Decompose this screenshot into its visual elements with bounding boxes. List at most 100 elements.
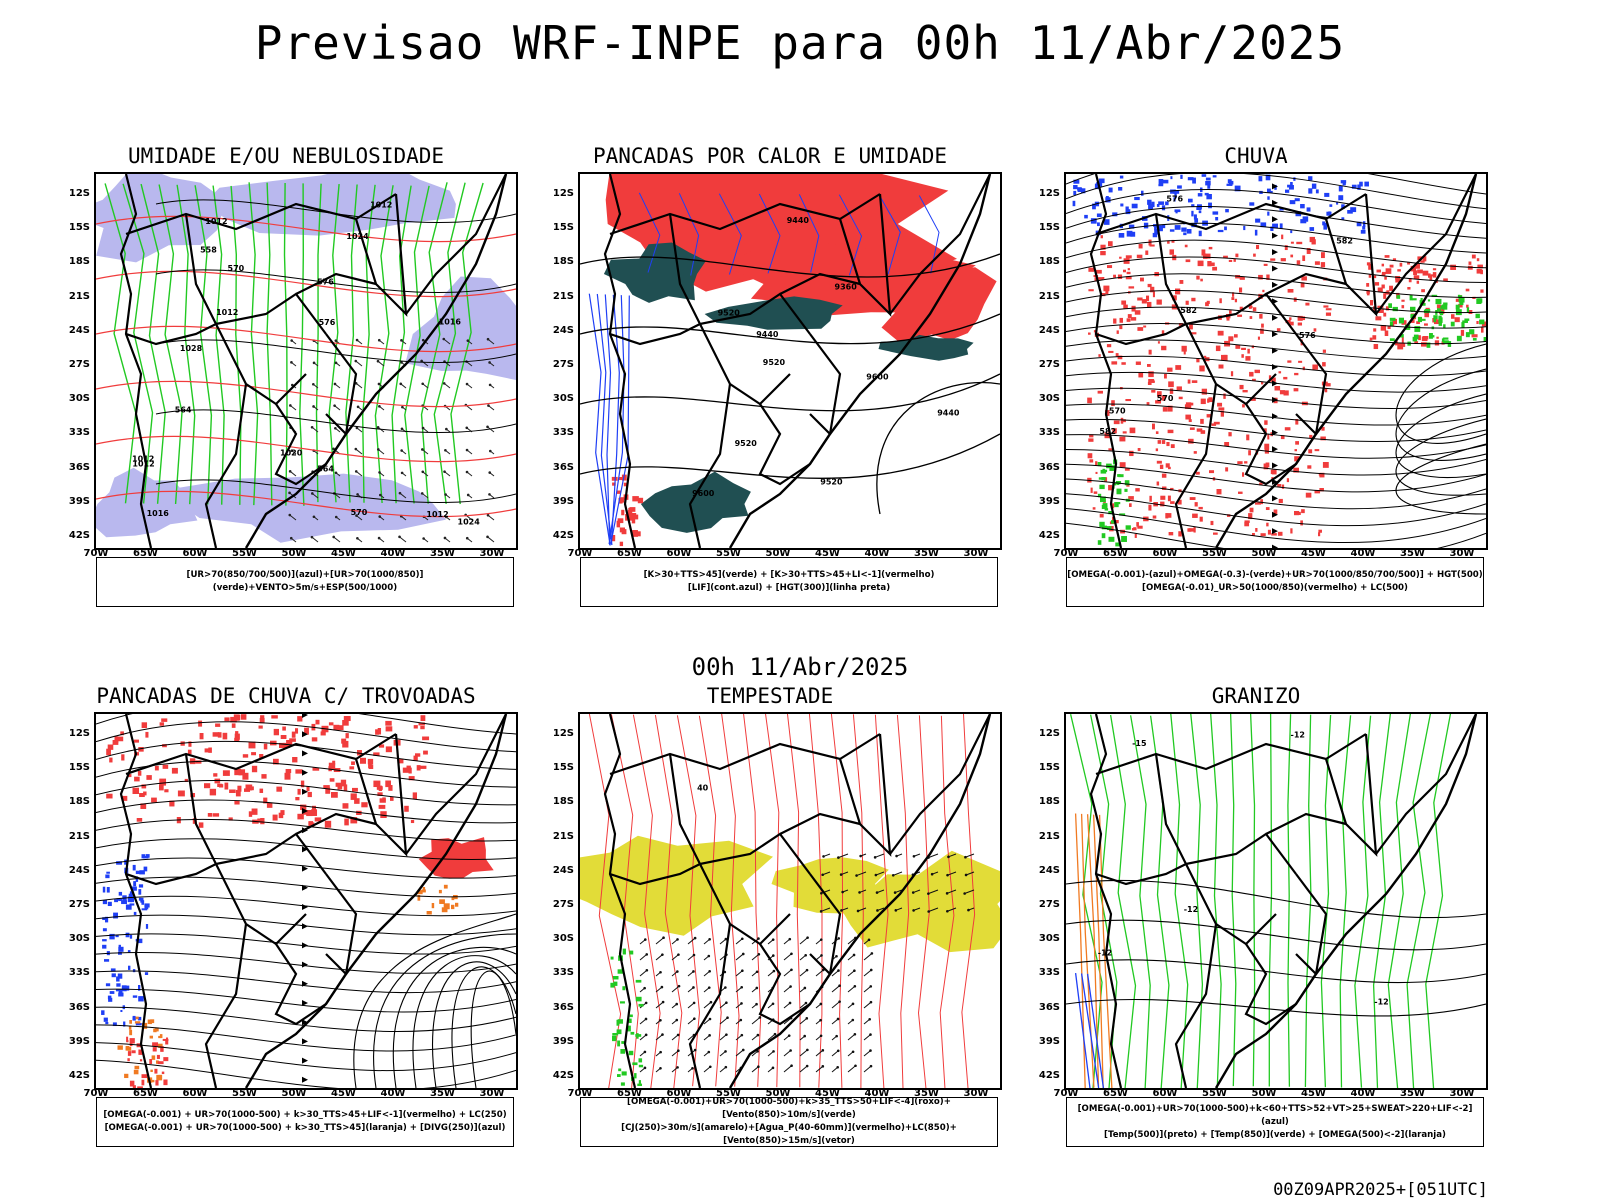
temp850-green-contour <box>1287 714 1292 1087</box>
y-tick-label: 24S <box>68 324 90 336</box>
lif-blue-contour <box>678 193 700 276</box>
lc250-streamlines <box>392 946 516 1088</box>
x-tick-label: 70W <box>1053 1088 1079 1099</box>
x-tick-label: 65W <box>1103 548 1128 559</box>
temp850-green-contour <box>1109 714 1137 1088</box>
y-tick-label: 12S <box>1038 728 1060 739</box>
lif-blue-contour <box>638 192 661 273</box>
x-tick-label: 70W <box>567 1088 593 1099</box>
y-tick-label: 42S <box>68 1070 90 1081</box>
contour-label-1: -15 <box>1132 739 1147 748</box>
omega500-orange-contour <box>1074 813 1086 1088</box>
y-tick-label: 21S <box>1038 290 1060 302</box>
contour-label-8: 9440 <box>787 216 810 225</box>
divergence-blue-area <box>101 854 150 1027</box>
lif-blue-contour <box>718 193 742 275</box>
x-tick-label: 60W <box>1152 1088 1178 1099</box>
humidity-green-contour <box>176 184 196 505</box>
panel-tempestade: TEMPESTADE 12S 15S 18S 21S 24S 27S 30S 33S 36S 39S… <box>530 684 1010 1164</box>
humidity-green-contour <box>420 182 448 504</box>
x-tick-label: 30W <box>1449 1088 1475 1099</box>
contour-label-1: 1012 <box>132 459 154 468</box>
lif-blue-contour <box>604 294 612 545</box>
legend-line: [CJ(250)>30m/s](amarelo)+[Agua_P(40-60mm… <box>621 1123 957 1146</box>
x-tick-label: 45W <box>815 1088 840 1099</box>
lif-blue-contour <box>798 194 820 273</box>
lc850-red-streamline <box>874 714 889 1088</box>
temp850-green-contour <box>1339 715 1352 1088</box>
lif-blue-contour <box>758 193 781 274</box>
lc250-streamlines <box>353 913 516 1088</box>
contour-label-18: 564 <box>175 406 192 415</box>
map-plot: 1012 1012 1012 1012 1012 1012 1016 1016 1020 1024… <box>94 172 518 550</box>
temp500-contour <box>1066 959 1486 984</box>
temp850-green-contour <box>1320 714 1332 1088</box>
contour-label-7: 9360 <box>835 282 858 291</box>
panel-umidade: UMIDADE E/OU NEBULOSIDADE 12S 15S 18S 21S 24S… <box>46 144 526 624</box>
thickness-contour <box>96 215 516 243</box>
y-tick-label: 39S <box>1038 495 1060 507</box>
x-tick-label: 55W <box>232 548 257 559</box>
lc850-red-streamline <box>939 715 955 1088</box>
legend-line: [OMEGA(-0.001)+UR>70(1000-500)+k<60+TTS>… <box>1077 1103 1473 1127</box>
temp850-green-contour <box>1354 715 1372 1088</box>
lif-blue-contour <box>878 194 901 275</box>
x-tick-label: 70W <box>567 548 593 559</box>
map-plot: -12 -15 -12 -12 -12 <box>1064 712 1488 1090</box>
x-tick-label: 55W <box>232 1088 257 1099</box>
hgt500-streamlines <box>1395 393 1486 479</box>
omega500-orange-contour <box>1098 814 1113 1088</box>
contour-label-13: 576 <box>319 318 336 327</box>
x-tick-label: 55W <box>716 1088 741 1099</box>
y-tick-label: 42S <box>552 1070 574 1081</box>
humidity-green-contour <box>450 182 484 505</box>
storm-orange-area <box>417 884 459 915</box>
lc850-red-streamline <box>852 714 864 1088</box>
contour-label-2: 9520 <box>735 439 758 448</box>
x-tick-label: 40W <box>864 1088 890 1099</box>
humidity-blue-area <box>405 276 516 380</box>
contour-label-6: 1016 <box>439 318 462 327</box>
y-tick-label: 42S <box>1038 530 1060 541</box>
x-tick-label: 55W <box>1202 548 1227 559</box>
y-tick-label: 36S <box>1038 461 1060 473</box>
contour-label-3: 576 <box>1166 194 1183 203</box>
x-tick-label: 70W <box>83 1088 109 1099</box>
y-tick-label: 36S <box>552 461 574 473</box>
contour-label-17: 570 <box>228 264 245 273</box>
x-tick-label: 45W <box>1301 548 1326 559</box>
y-tick-label: 12S <box>1038 188 1060 199</box>
x-tick-label: 40W <box>380 548 406 559</box>
contour-label-2: -12 <box>1098 949 1112 958</box>
y-tick-label: 24S <box>68 864 90 876</box>
y-tick-label: 33S <box>68 427 90 439</box>
y-tick-label: 30S <box>1038 933 1060 945</box>
temp850-green-contour <box>1406 714 1432 1088</box>
y-tick-label: 33S <box>552 967 574 979</box>
thickness-contour <box>96 435 516 463</box>
y-tick-label: 24S <box>552 324 574 336</box>
y-tick-label: 27S <box>552 359 574 370</box>
temp850-green-contour <box>1268 714 1273 1087</box>
contour-label-12: 570 <box>351 508 368 517</box>
contour-label-3: 9520 <box>718 309 741 318</box>
isobar-contour <box>155 479 516 504</box>
y-tick-label: 15S <box>68 762 90 774</box>
contour-label-6: 9440 <box>756 330 779 339</box>
y-tick-label: 12S <box>552 188 574 199</box>
contour-label-4: 9520 <box>763 358 786 367</box>
omega500-orange-contour <box>1086 814 1100 1087</box>
hail-blue-contour <box>1074 973 1091 1088</box>
temp850-green-contour <box>1249 714 1256 1087</box>
panel-granizo: GRANIZO 12S 15S 18S 21S 24S 27S 30S 33S 36S 39S 42S… <box>1016 684 1496 1164</box>
x-tick-label: 55W <box>1202 1088 1227 1099</box>
instability-teal-area <box>640 471 751 533</box>
panel-title: CHUVA <box>1224 144 1288 168</box>
y-tick-label: 30S <box>552 393 574 405</box>
y-tick-label: 39S <box>68 495 90 507</box>
contour-label-1: 9600 <box>866 373 889 382</box>
humidity-green-contour <box>345 184 358 503</box>
legend-line: [LIF](cont.azul) + [HGT(300)](linha pret… <box>687 583 891 593</box>
humidity-blue-area <box>179 473 446 543</box>
hgt300-contour <box>580 313 1000 345</box>
